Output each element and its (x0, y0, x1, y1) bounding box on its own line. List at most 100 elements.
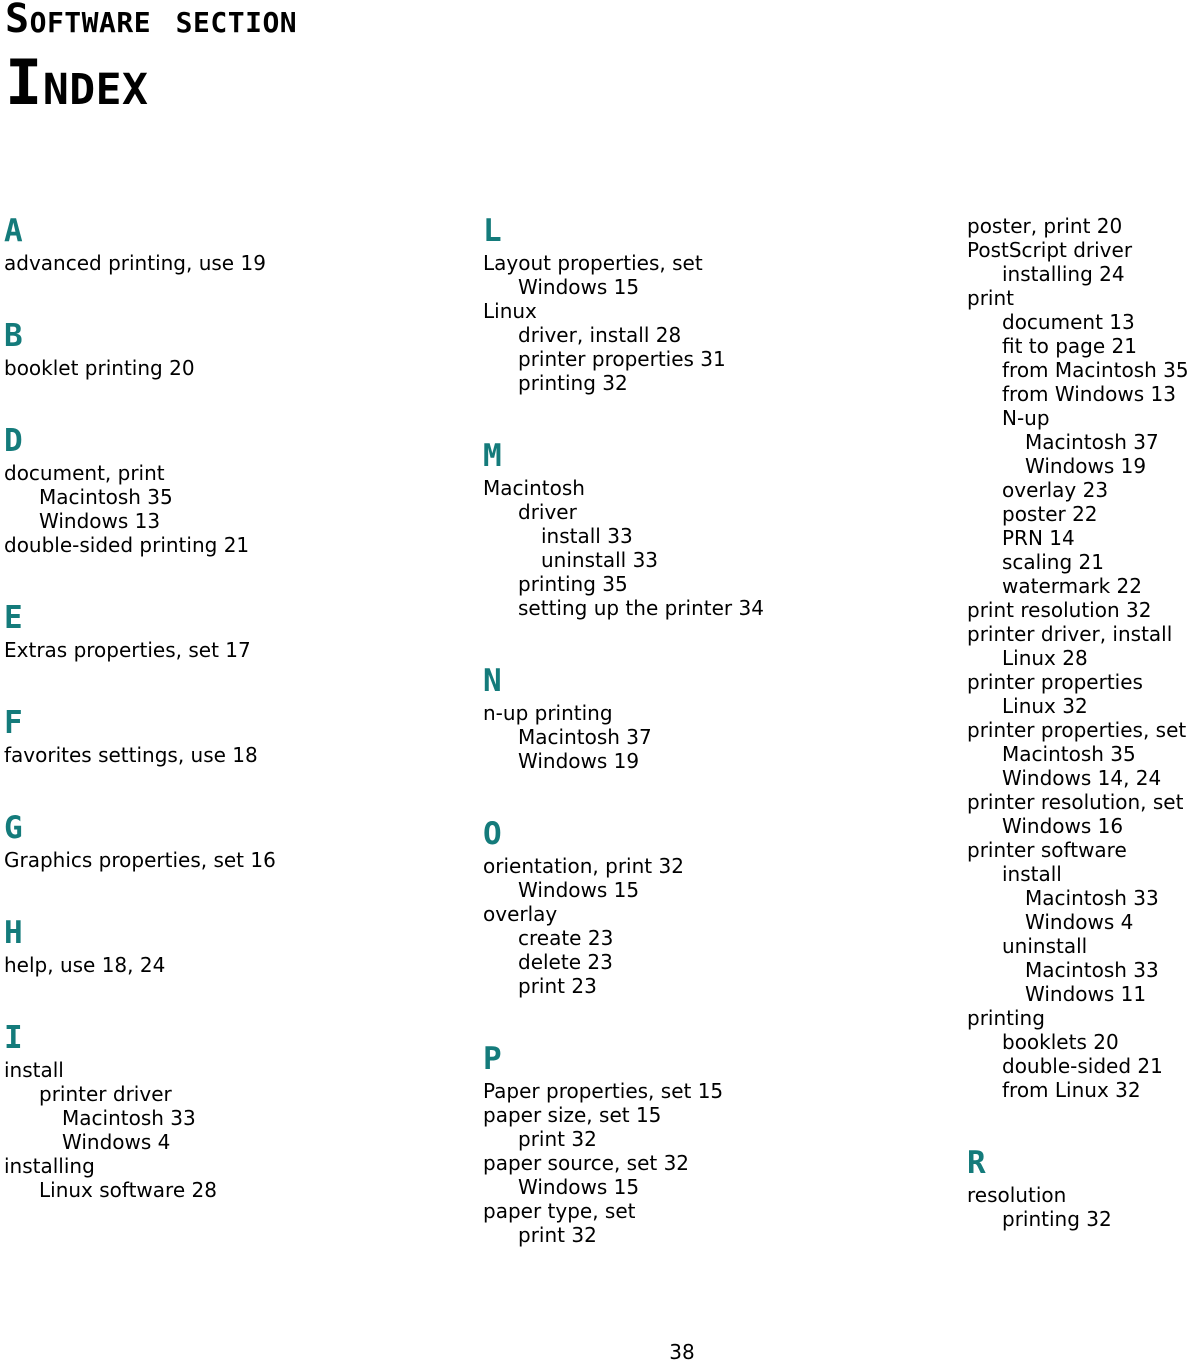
index-entry: Windows 19 (1025, 454, 1147, 478)
index-entry: Windows 11 (1025, 982, 1147, 1006)
index-entry: Windows 4 (62, 1130, 171, 1154)
index-entry: uninstall 33 (541, 548, 659, 572)
index-entry: from Windows 13 (1002, 382, 1176, 406)
index-entry: driver, install 28 (518, 323, 682, 347)
page-number: 38 (669, 1340, 695, 1364)
index-section-G: G Graphics properties, set 16 (4, 811, 469, 872)
index-entry: print 32 (518, 1223, 597, 1247)
index-entry: print (967, 286, 1014, 310)
index-entry: advanced printing, use 19 (4, 251, 266, 275)
index-entry: installing 24 (1002, 262, 1125, 286)
index-entry: booklet printing 20 (4, 356, 195, 380)
index-entry: print 23 (518, 974, 597, 998)
index-entry: overlay (483, 902, 558, 926)
section-letter-P: P (483, 1041, 502, 1077)
index-entry: double-sided 21 (1002, 1054, 1163, 1078)
index-entry: setting up the printer 34 (518, 596, 764, 620)
index-entry: Macintosh 37 (1025, 430, 1159, 454)
index-entry: scaling 21 (1002, 550, 1104, 574)
index-entry: printing 32 (518, 371, 628, 395)
index-entry: install (4, 1058, 64, 1082)
index-entry: favorites settings, use 18 (4, 743, 258, 767)
index-entry: printer properties, set (967, 718, 1187, 742)
section-letter-D: D (4, 423, 23, 459)
index-entry: Macintosh 35 (39, 485, 173, 509)
section-letter-F: F (4, 705, 23, 741)
index-column-3: poster, print 20 PostScript driver install… (967, 214, 1188, 1231)
index-entry: printer properties (967, 670, 1143, 694)
index-section-continued: poster, print 20 PostScript driver install… (967, 214, 1188, 1102)
index-entry: Windows 15 (518, 1175, 640, 1199)
index-entry: install 33 (541, 524, 633, 548)
index-entry: poster, print 20 (967, 214, 1123, 238)
page-header: Software section Index (5, 0, 297, 118)
section-letter-H: H (4, 915, 23, 951)
section-letter-I: I (4, 1020, 23, 1056)
index-entry: Graphics properties, set 16 (4, 848, 276, 872)
section-letter-M: M (483, 438, 502, 474)
index-entry: Layout properties, set (483, 251, 703, 275)
section-letter-L: L (483, 213, 502, 249)
index-entry: delete 23 (518, 950, 613, 974)
section-letter-N: N (483, 663, 502, 699)
index-entry: create 23 (518, 926, 614, 950)
index-entry: fit to page 21 (1002, 334, 1137, 358)
index-entry: Macintosh 33 (62, 1106, 196, 1130)
index-entry: Macintosh 35 (1002, 742, 1136, 766)
index-entry: Extras properties, set 17 (4, 638, 251, 662)
index-entry: from Linux 32 (1002, 1078, 1141, 1102)
index-entry: printing 32 (1002, 1207, 1112, 1231)
index-entry: overlay 23 (1002, 478, 1109, 502)
index-entry: PostScript driver (967, 238, 1133, 262)
index-entry: Macintosh (483, 476, 585, 500)
index-entry: printing (967, 1006, 1045, 1030)
index-entry: PRN 14 (1002, 526, 1075, 550)
page-title: Index (5, 46, 149, 119)
index-entry: Linux software 28 (39, 1178, 217, 1202)
index-entry: poster 22 (1002, 502, 1098, 526)
index-column-2: L Layout properties, set Windows 15 Linux dr… (483, 214, 948, 1247)
index-entry: watermark 22 (1002, 574, 1142, 598)
section-letter-A: A (4, 213, 23, 249)
section-letter-O: O (483, 816, 502, 852)
index-entry: printer software (967, 838, 1127, 862)
index-entry: Windows 19 (518, 749, 640, 773)
section-letter-R: R (967, 1145, 986, 1181)
index-entry: Macintosh 33 (1025, 958, 1159, 982)
section-letter-G: G (4, 810, 23, 846)
index-entry: print resolution 32 (967, 598, 1152, 622)
index-entry: printer driver (39, 1082, 172, 1106)
index-entry: Windows 15 (518, 878, 640, 902)
index-entry: installing (4, 1154, 95, 1178)
index-entry: paper source, set 32 (483, 1151, 690, 1175)
index-entry: N-up (1002, 406, 1050, 430)
index-entry: paper size, set 15 (483, 1103, 662, 1127)
index-section-L: L Layout properties, set Windows 15 Linux dr… (483, 214, 948, 395)
index-section-E: E Extras properties, set 17 (4, 601, 469, 662)
section-letter-E: E (4, 600, 23, 636)
section-letter-B: B (4, 318, 23, 354)
index-entry: uninstall (1002, 934, 1088, 958)
index-entry: print 32 (518, 1127, 597, 1151)
index-entry: Linux 32 (1002, 694, 1088, 718)
index-entry: driver (518, 500, 577, 524)
index-entry: resolution (967, 1183, 1067, 1207)
index-entry: help, use 18, 24 (4, 953, 166, 977)
index-entry: orientation, print 32 (483, 854, 684, 878)
index-section-M: M Macintosh driver install 33 uninstall 33 pr… (483, 439, 948, 620)
index-entry: from Macintosh 35 (1002, 358, 1188, 382)
index-section-P: P Paper properties, set 15 paper size, set… (483, 1042, 948, 1247)
index-entry: paper type, set (483, 1199, 636, 1223)
index-entry: Windows 14, 24 (1002, 766, 1162, 790)
index-entry: Windows 4 (1025, 910, 1134, 934)
